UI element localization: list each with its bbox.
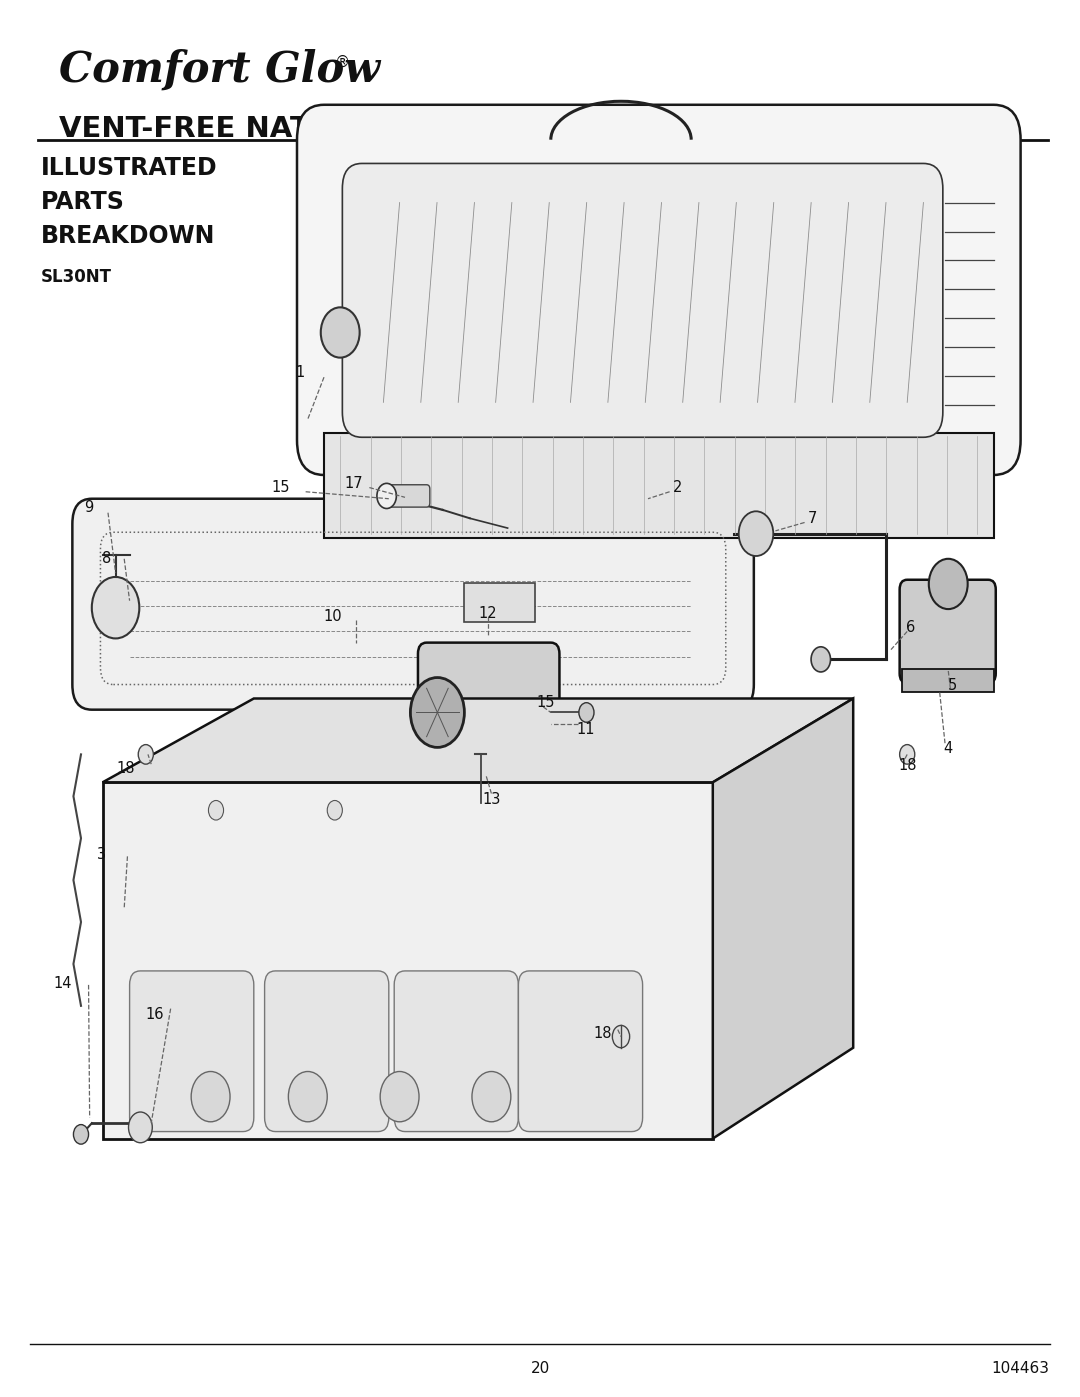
Text: 4: 4: [944, 742, 953, 756]
Circle shape: [472, 1071, 511, 1122]
Text: SL30NT: SL30NT: [41, 268, 112, 286]
Text: 3: 3: [97, 848, 106, 862]
Text: 104463: 104463: [991, 1361, 1050, 1376]
Text: 20: 20: [530, 1361, 550, 1376]
Text: VENT-FREE NATURAL GAS STOVE HEATER: VENT-FREE NATURAL GAS STOVE HEATER: [59, 115, 729, 142]
FancyBboxPatch shape: [900, 580, 996, 683]
FancyBboxPatch shape: [418, 643, 559, 763]
Text: 9: 9: [84, 500, 93, 514]
Bar: [103, 782, 713, 1139]
Circle shape: [288, 1071, 327, 1122]
Text: 7: 7: [808, 511, 816, 525]
Text: 11: 11: [576, 722, 595, 736]
Circle shape: [327, 800, 342, 820]
Text: 12: 12: [478, 606, 498, 620]
Text: 5: 5: [948, 679, 957, 693]
Text: 14: 14: [53, 977, 72, 990]
Text: Comfort Glow: Comfort Glow: [59, 49, 380, 91]
Text: 18: 18: [897, 759, 917, 773]
Text: 16: 16: [145, 1007, 164, 1021]
Circle shape: [92, 577, 139, 638]
FancyBboxPatch shape: [386, 485, 430, 507]
Text: 18: 18: [593, 1027, 612, 1041]
Circle shape: [900, 745, 915, 764]
Text: 6: 6: [906, 620, 915, 634]
Circle shape: [739, 511, 773, 556]
Text: 1: 1: [296, 366, 305, 380]
Circle shape: [138, 745, 153, 764]
Text: 13: 13: [482, 792, 501, 806]
Circle shape: [929, 559, 968, 609]
Polygon shape: [103, 698, 853, 782]
FancyBboxPatch shape: [265, 971, 389, 1132]
Circle shape: [321, 307, 360, 358]
Text: 15: 15: [536, 696, 555, 710]
FancyBboxPatch shape: [297, 105, 1021, 475]
Text: ILLUSTRATED: ILLUSTRATED: [41, 156, 218, 180]
Text: 8: 8: [103, 552, 111, 566]
Text: BREAKDOWN: BREAKDOWN: [41, 224, 215, 247]
Text: ®: ®: [335, 54, 350, 70]
Circle shape: [191, 1071, 230, 1122]
Text: 18: 18: [116, 761, 135, 775]
Bar: [324, 433, 994, 538]
Text: 15: 15: [271, 481, 291, 495]
Circle shape: [612, 1025, 630, 1048]
Circle shape: [377, 483, 396, 509]
Text: 2: 2: [673, 481, 681, 495]
Text: 10: 10: [323, 609, 342, 623]
FancyBboxPatch shape: [518, 971, 643, 1132]
Polygon shape: [713, 698, 853, 1139]
FancyBboxPatch shape: [342, 163, 943, 437]
Circle shape: [129, 1112, 152, 1143]
Circle shape: [579, 703, 594, 722]
Text: PARTS: PARTS: [41, 190, 125, 214]
FancyBboxPatch shape: [130, 971, 254, 1132]
Bar: [902, 669, 994, 692]
Circle shape: [811, 647, 831, 672]
Circle shape: [380, 1071, 419, 1122]
Text: 17: 17: [345, 476, 364, 490]
Bar: [464, 583, 535, 622]
Circle shape: [208, 800, 224, 820]
Circle shape: [410, 678, 464, 747]
FancyBboxPatch shape: [394, 971, 518, 1132]
FancyBboxPatch shape: [72, 499, 754, 710]
Circle shape: [73, 1125, 89, 1144]
